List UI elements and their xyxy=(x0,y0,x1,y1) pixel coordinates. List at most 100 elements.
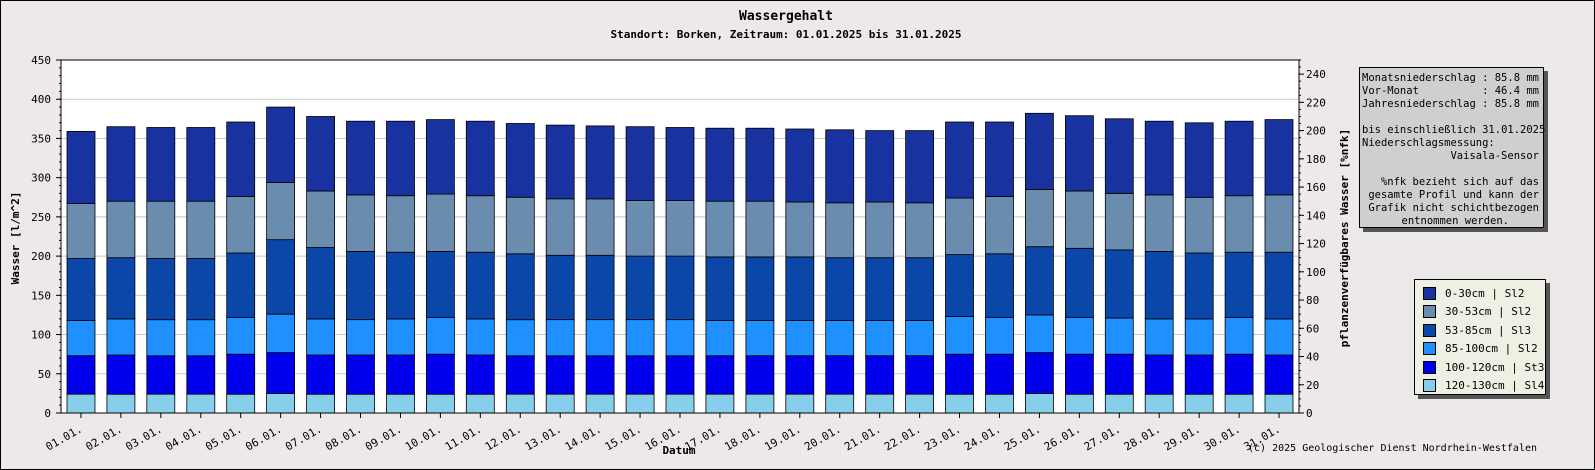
bar-segment xyxy=(985,121,1014,197)
x-tick-label: 11.01. xyxy=(443,422,484,453)
bar-segment xyxy=(226,316,256,355)
bar-segment xyxy=(106,393,136,414)
bar-segment xyxy=(346,250,375,320)
bar-segment xyxy=(1065,247,1094,318)
legend-label: 0-30cm | Sl2 xyxy=(1445,286,1525,300)
bar-segment xyxy=(226,353,256,395)
bar-segment xyxy=(825,129,855,204)
bar-segment xyxy=(545,355,575,395)
bar-segment xyxy=(186,319,216,357)
bar-segment xyxy=(346,393,375,414)
y-tick-label: 400 xyxy=(31,93,51,106)
legend-label: 100-120cm | St3 xyxy=(1445,360,1545,374)
y2-tick-label: 20 xyxy=(1306,379,1319,392)
bar-segment xyxy=(186,200,216,259)
bar-segment xyxy=(945,121,974,199)
bar-segment xyxy=(665,255,695,321)
bar-segment xyxy=(386,120,415,197)
bar-segment xyxy=(1224,120,1254,197)
legend-swatch xyxy=(1423,323,1436,337)
bar-segment xyxy=(1144,250,1174,320)
y2-tick-label: 240 xyxy=(1306,68,1326,81)
bar-segment xyxy=(465,251,495,320)
bar-segment xyxy=(585,393,615,414)
bar-segment xyxy=(985,253,1014,318)
bar-segment xyxy=(1264,393,1294,414)
bar-segment xyxy=(945,254,974,317)
bar-segment xyxy=(1025,314,1054,353)
bar-segment xyxy=(1264,251,1294,320)
bar-segment xyxy=(905,393,934,414)
bar-segment xyxy=(146,319,176,357)
bar-segment xyxy=(905,319,934,357)
bar-segment xyxy=(545,198,575,256)
bar-segment xyxy=(665,199,695,257)
bar-segment xyxy=(66,203,96,259)
bar-segment xyxy=(346,319,375,356)
bar-segment xyxy=(1065,190,1094,249)
bar-segment xyxy=(505,319,535,357)
bar-segment xyxy=(106,126,136,202)
bar-segment xyxy=(785,393,815,414)
legend-item: 85-100cm | Sl2 xyxy=(1423,341,1538,357)
bar-segment xyxy=(985,316,1014,355)
bar-segment xyxy=(266,239,296,315)
bar-segment xyxy=(146,393,176,414)
x-tick-label: 01.01. xyxy=(44,422,85,453)
bar-segment xyxy=(1104,249,1134,319)
bar-segment xyxy=(1184,318,1214,356)
bar-segment xyxy=(226,121,256,197)
legend-swatch xyxy=(1423,379,1436,392)
bar-segment xyxy=(425,353,455,395)
y2-tick-label: 160 xyxy=(1306,181,1326,194)
bar-segment xyxy=(705,393,735,414)
info-note-4: entnommen werden. xyxy=(1401,215,1509,227)
bar-segment xyxy=(1065,393,1094,414)
y-axis-title: Wasser [l/m^2] xyxy=(9,192,22,285)
bar-segment xyxy=(865,130,895,203)
bar-segment xyxy=(865,319,895,357)
bar-segment xyxy=(1065,115,1094,192)
bar-segment xyxy=(1025,188,1054,248)
bar-segment xyxy=(106,257,136,320)
x-tick-label: 04.01. xyxy=(163,422,204,453)
x-tick-label: 20.01. xyxy=(802,422,843,453)
y-tick-label: 100 xyxy=(31,329,51,342)
y-tick-label: 200 xyxy=(31,250,51,263)
bar-segment xyxy=(825,355,855,395)
bar-segment xyxy=(545,319,575,357)
x-tick-label: 21.01. xyxy=(842,422,883,453)
bar-segment xyxy=(905,202,934,259)
bar-segment xyxy=(625,393,655,414)
bar-segment xyxy=(945,393,974,414)
bar-segment xyxy=(465,354,495,395)
legend-label: 53-85cm | Sl3 xyxy=(1445,323,1532,337)
bar-segment xyxy=(266,392,296,414)
bar-segment xyxy=(1184,393,1214,414)
y2-tick-label: 180 xyxy=(1306,153,1326,166)
bar-segment xyxy=(465,393,495,414)
legend-label: 30-53cm | Sl2 xyxy=(1445,305,1532,318)
bar-segment xyxy=(1264,354,1294,395)
bar-segment xyxy=(665,127,695,201)
bar-segment xyxy=(905,130,934,204)
bar-segment xyxy=(1104,317,1134,355)
y-tick-label: 450 xyxy=(31,54,51,67)
bar-segment xyxy=(785,128,815,203)
bar-segment xyxy=(665,319,695,357)
bar-segment xyxy=(625,126,655,201)
bar-segment xyxy=(1184,122,1214,198)
x-tick-label: 23.01. xyxy=(922,422,963,453)
bar-segment xyxy=(1224,195,1254,253)
bar-segment xyxy=(1144,393,1174,414)
bar-segment xyxy=(625,199,655,257)
bar-segment xyxy=(306,247,336,320)
legend-item: 30-53cm | Sl2 xyxy=(1423,304,1531,320)
bar-segment xyxy=(1264,318,1294,356)
chart-legend: 0-30cm | Sl2 30-53cm | Sl2 53-85cm | Sl3 85… xyxy=(1414,279,1546,395)
bar-segment xyxy=(1264,119,1294,196)
info-note-3: Grafik nicht schichtbezogen xyxy=(1368,202,1539,214)
bar-segment xyxy=(505,123,535,198)
precipitation-info-box: Monatsniederschlag : 85.8 mm Vor-Monat :… xyxy=(1359,67,1546,228)
info-until-date: bis einschließlich 31.01.2025 xyxy=(1362,124,1546,136)
